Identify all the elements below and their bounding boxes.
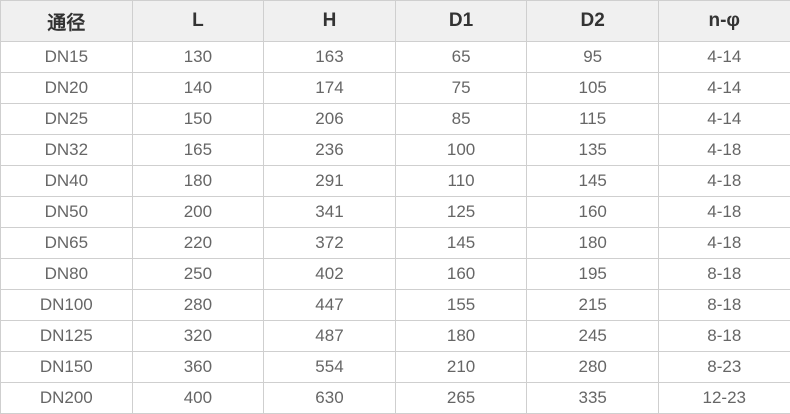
table-cell: 180 (394, 320, 528, 352)
table-cell: 335 (526, 382, 659, 414)
table-body: DN15 130 163 65 95 4-14 DN20 140 174 75 105 4-14 DN2… (0, 41, 790, 414)
column-header: D1 (394, 0, 528, 42)
table-cell: 372 (263, 227, 396, 259)
table-row: DN50 200 341 125 160 4-18 (0, 196, 790, 228)
table-row: DN125 320 487 180 245 8-18 (0, 320, 790, 352)
table-cell: 341 (263, 196, 396, 228)
column-header: D2 (526, 0, 659, 42)
table-cell: DN125 (0, 320, 133, 352)
table-cell: 8-23 (657, 351, 790, 383)
table-cell: 4-18 (657, 227, 790, 259)
table-cell: DN200 (0, 382, 133, 414)
table-cell: DN40 (0, 165, 133, 197)
table-cell: DN25 (0, 103, 133, 135)
table-cell: 220 (131, 227, 265, 259)
table-cell: 447 (263, 289, 396, 321)
table-cell: 215 (526, 289, 659, 321)
table-cell: 160 (526, 196, 659, 228)
table-cell: DN65 (0, 227, 133, 259)
table-cell: 145 (526, 165, 659, 197)
table-row: DN25 150 206 85 115 4-14 (0, 103, 790, 135)
table-row: DN80 250 402 160 195 8-18 (0, 258, 790, 290)
table-cell: 400 (131, 382, 265, 414)
table-cell: 125 (394, 196, 528, 228)
table-cell: 210 (394, 351, 528, 383)
table-cell: 320 (131, 320, 265, 352)
table-cell: DN150 (0, 351, 133, 383)
table-cell: 487 (263, 320, 396, 352)
table-row: DN20 140 174 75 105 4-14 (0, 72, 790, 104)
table-cell: 105 (526, 72, 659, 104)
table-cell: 4-18 (657, 165, 790, 197)
table-row: DN40 180 291 110 145 4-18 (0, 165, 790, 197)
table-cell: DN50 (0, 196, 133, 228)
column-header: H (263, 0, 396, 42)
table-cell: 160 (394, 258, 528, 290)
table-cell: 4-14 (657, 103, 790, 135)
table-cell: 145 (394, 227, 528, 259)
table-cell: 150 (131, 103, 265, 135)
table-cell: 8-18 (657, 289, 790, 321)
table-row: DN100 280 447 155 215 8-18 (0, 289, 790, 321)
table-cell: 245 (526, 320, 659, 352)
table-cell: 100 (394, 134, 528, 166)
table-row: DN200 400 630 265 335 12-23 (0, 382, 790, 414)
table-cell: 135 (526, 134, 659, 166)
table-cell: 206 (263, 103, 396, 135)
table-cell: 110 (394, 165, 528, 197)
table-cell: 236 (263, 134, 396, 166)
table-cell: 8-18 (657, 320, 790, 352)
table-cell: 280 (131, 289, 265, 321)
table-cell: 163 (263, 41, 396, 73)
table-cell: 291 (263, 165, 396, 197)
table-cell: DN15 (0, 41, 133, 73)
table-cell: 155 (394, 289, 528, 321)
table-cell: 8-18 (657, 258, 790, 290)
table-cell: 265 (394, 382, 528, 414)
column-header: 通径 (0, 0, 133, 42)
table-row: DN32 165 236 100 135 4-18 (0, 134, 790, 166)
table-cell: 140 (131, 72, 265, 104)
table-row: DN150 360 554 210 280 8-23 (0, 351, 790, 383)
table-cell: DN80 (0, 258, 133, 290)
table-cell: 4-18 (657, 134, 790, 166)
table-header-row: 通径 L H D1 D2 n-φ (0, 0, 790, 42)
table-cell: 130 (131, 41, 265, 73)
table-cell: 95 (526, 41, 659, 73)
table-cell: 65 (394, 41, 528, 73)
table-cell: 402 (263, 258, 396, 290)
table-cell: DN100 (0, 289, 133, 321)
table-cell: 115 (526, 103, 659, 135)
table-cell: 4-14 (657, 41, 790, 73)
table-row: DN15 130 163 65 95 4-14 (0, 41, 790, 73)
table-cell: 174 (263, 72, 396, 104)
table-cell: 4-18 (657, 196, 790, 228)
table-cell: 280 (526, 351, 659, 383)
column-header: n-φ (657, 0, 790, 42)
table-cell: 180 (526, 227, 659, 259)
table-cell: 360 (131, 351, 265, 383)
table-cell: DN32 (0, 134, 133, 166)
table-cell: 200 (131, 196, 265, 228)
table-cell: 630 (263, 382, 396, 414)
table-cell: 180 (131, 165, 265, 197)
table-cell: 75 (394, 72, 528, 104)
table-row: DN65 220 372 145 180 4-18 (0, 227, 790, 259)
table-cell: 554 (263, 351, 396, 383)
table-cell: 85 (394, 103, 528, 135)
table-cell: 250 (131, 258, 265, 290)
table-cell: 195 (526, 258, 659, 290)
column-header: L (131, 0, 265, 42)
table-cell: 12-23 (657, 382, 790, 414)
table-cell: 4-14 (657, 72, 790, 104)
table-cell: DN20 (0, 72, 133, 104)
table-cell: 165 (131, 134, 265, 166)
